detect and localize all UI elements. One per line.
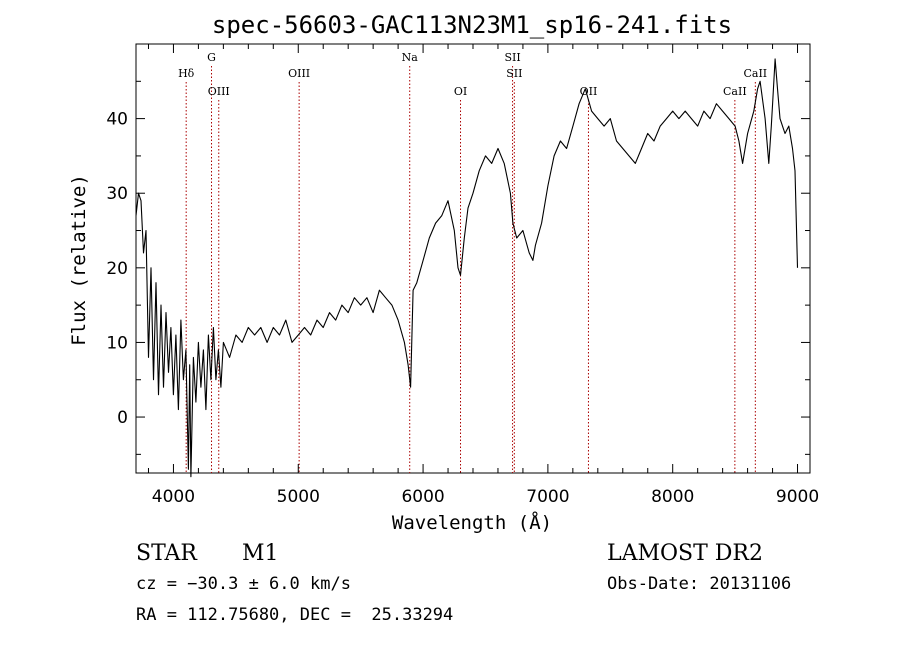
- object-class: STAR: [136, 541, 198, 566]
- velocity-readout: cz = −30.3 ± 6.0 km/s: [136, 574, 351, 594]
- spectral-line-label: Hδ: [178, 67, 195, 80]
- spectral-line-label: Na: [402, 51, 419, 64]
- x-tick-label: 4000: [152, 487, 195, 507]
- coordinates-readout: RA = 112.75680, DEC = 25.33294: [136, 605, 453, 625]
- y-axis-label: Flux (relative): [68, 174, 90, 346]
- spectrum-line: [135, 58, 799, 478]
- x-tick-label: 8000: [651, 487, 694, 507]
- x-tick-label: 9000: [776, 487, 819, 507]
- obs-date: Obs-Date: 20131106: [607, 574, 791, 594]
- spectral-line-label: OIII: [288, 67, 310, 80]
- spectral-line-label: CaII: [743, 67, 767, 80]
- x-axis-label: Wavelength (Å): [392, 511, 552, 534]
- spectral-line-label: OI: [454, 85, 467, 98]
- spectral-line-label: OIII: [208, 85, 230, 98]
- survey-label: LAMOST DR2: [607, 541, 763, 566]
- x-tick-label: 5000: [277, 487, 320, 507]
- y-tick-label: 20: [106, 259, 128, 279]
- spectral-line-label: SII: [504, 51, 520, 64]
- y-tick-label: 10: [106, 333, 128, 353]
- spectral-line-label: G: [207, 51, 216, 64]
- spectral-line-label: CaII: [723, 85, 747, 98]
- y-tick-label: 30: [106, 184, 128, 204]
- y-tick-label: 0: [117, 408, 128, 428]
- object-subclass: M1: [242, 541, 279, 566]
- y-tick-label: 40: [106, 110, 128, 130]
- spectral-line-label: SII: [506, 67, 522, 80]
- x-tick-label: 7000: [526, 487, 569, 507]
- plot-frame: [135, 43, 811, 474]
- x-tick-label: 6000: [401, 487, 444, 507]
- chart-title: spec-56603-GAC113N23M1_sp16-241.fits: [212, 11, 732, 39]
- spectral-line-label: OII: [580, 85, 598, 98]
